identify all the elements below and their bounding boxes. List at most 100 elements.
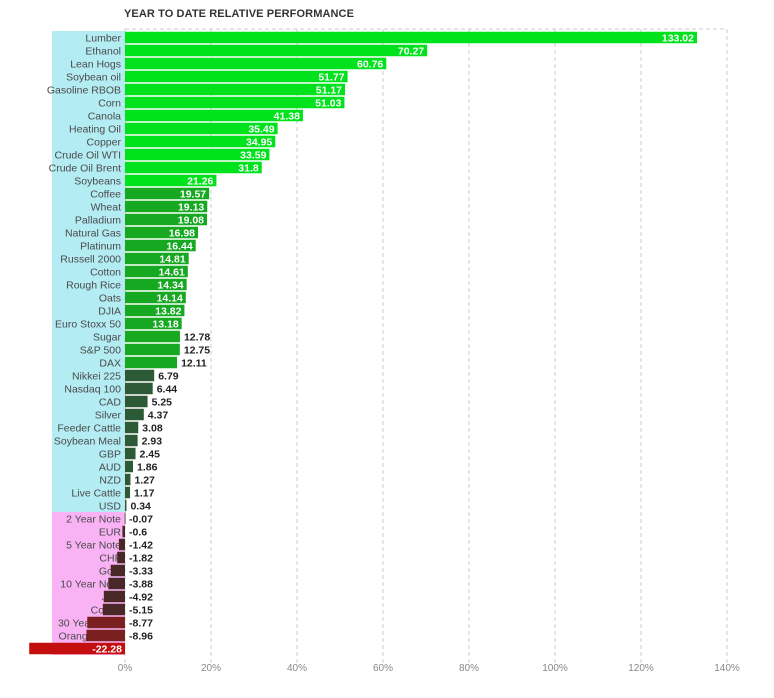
bar [29,642,125,655]
category-label: Platinum [80,240,121,252]
category-label: Silver [95,409,122,421]
bar [125,486,131,499]
bar [125,252,189,265]
category-label: AUD [99,461,122,473]
bar [125,395,148,408]
category-label: Oats [99,292,121,304]
value-label: 14.14 [157,292,183,304]
value-label: 34.95 [246,136,272,148]
value-label: 1.86 [137,461,158,473]
bar [125,213,208,226]
category-label: Nasdaq 100 [64,383,121,395]
bar [125,473,131,486]
bar [125,200,208,213]
category-label: Gasoline RBOB [47,84,121,96]
category-label: Sugar [93,331,122,343]
bar [125,447,136,460]
category-label: Corn [98,97,121,109]
x-tick-label: 20% [201,663,221,674]
x-tick-label: 0% [118,663,133,674]
value-label: 12.75 [184,344,210,356]
value-label: 19.13 [178,201,204,213]
bar [125,135,276,148]
bar [125,83,346,96]
value-label: 14.61 [159,266,185,278]
x-axis-ticks: 0% 20% 40% 60% 80% 100% 120% 140% [118,663,740,674]
x-tick-label: 60% [373,663,393,674]
value-label: 60.76 [357,58,383,70]
category-label: Russell 2000 [60,253,121,265]
value-label: 13.82 [155,305,181,317]
value-label: 19.57 [180,188,206,200]
category-label: DAX [99,357,121,369]
bar [122,525,125,538]
bar [125,239,196,252]
value-label: -5.15 [129,604,153,616]
bar [86,629,125,642]
bar [125,278,187,291]
category-label: 5 Year Note [66,539,121,551]
bar [103,590,125,603]
category-label: S&P 500 [80,344,121,356]
category-label: Lumber [85,32,121,44]
category-label: 10 Year Note [60,578,121,590]
bar [125,31,697,44]
value-label: 12.78 [184,331,210,343]
category-label: EUR [99,526,122,538]
bar [102,603,125,616]
bar [117,551,125,564]
bar [110,564,125,577]
value-label: 16.44 [166,240,192,252]
category-label: Crude Oil WTI [54,149,121,161]
category-label: Coffee [90,188,121,200]
category-label: Live Cattle [71,487,121,499]
bar [118,538,125,551]
bar [125,460,133,473]
value-label: 2.45 [140,448,161,460]
x-tick-label: 40% [287,663,307,674]
positive-label-band [52,31,125,512]
value-label: 31.8 [238,162,259,174]
x-tick-label: 80% [459,663,479,674]
value-label: -1.42 [129,539,153,551]
category-label: NZD [99,474,121,486]
value-label: 6.44 [157,383,178,395]
value-label: 21.26 [187,175,213,187]
value-label: -3.88 [129,578,153,590]
bar [125,57,387,70]
value-label: 70.27 [398,45,424,57]
category-label: Canola [88,110,121,122]
value-label: 5.25 [152,396,173,408]
value-label: 1.17 [134,487,155,499]
value-label: 51.77 [318,71,344,83]
category-label: USD [99,500,122,512]
bar [125,187,210,200]
category-label: Nikkei 225 [72,370,121,382]
bar [125,408,144,421]
category-label: Feeder Cattle [57,422,121,434]
bar [125,343,180,356]
bar [125,96,345,109]
bar [125,382,153,395]
bar [125,304,185,317]
category-label: Soybean oil [66,71,121,83]
bar [108,577,125,590]
bar [124,512,126,525]
bar [125,174,217,187]
category-label: Soybean Meal [54,435,121,447]
category-label: CHF [99,552,121,564]
bar [125,161,262,174]
bar [125,226,199,239]
bar [125,148,270,161]
category-label: CAD [99,396,122,408]
value-label: 13.18 [152,318,178,330]
category-label: Ethanol [85,45,121,57]
category-label: Crude Oil Brent [49,162,121,174]
value-label: 41.38 [274,110,300,122]
category-label: Soybeans [74,175,121,187]
category-label: Palladium [75,214,121,226]
value-label: -4.92 [129,591,153,603]
value-label: 133.02 [662,32,694,44]
value-label: 19.08 [178,214,204,226]
